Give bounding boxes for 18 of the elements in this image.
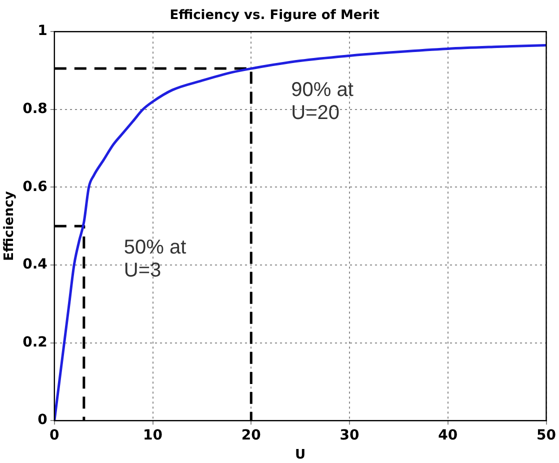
y-axis-title: Efficiency [2,190,18,261]
x-axis-title: U [295,448,306,463]
x-tick-label: 0 [50,428,60,444]
y-tick-label: 0 [38,412,48,428]
annotation: 50% at U=3 [124,236,187,282]
line-series [54,44,546,421]
x-tick-label: 50 [536,428,556,444]
x-tick-label: 10 [143,428,163,444]
y-tick-label: 0.6 [22,178,48,195]
x-tick-label: 30 [340,428,360,444]
annotation: 90% at U=20 [291,79,354,124]
y-tick-label: 0.2 [22,334,48,350]
y-tick-label: 1 [38,23,48,40]
y-tick-label: 0.8 [22,101,48,118]
y-tick-label: 0.4 [22,256,48,273]
x-tick-label: 20 [241,428,262,444]
chart-title: Efficiency vs. Figure of Merit [170,8,380,24]
x-tick-label: 40 [438,428,458,444]
